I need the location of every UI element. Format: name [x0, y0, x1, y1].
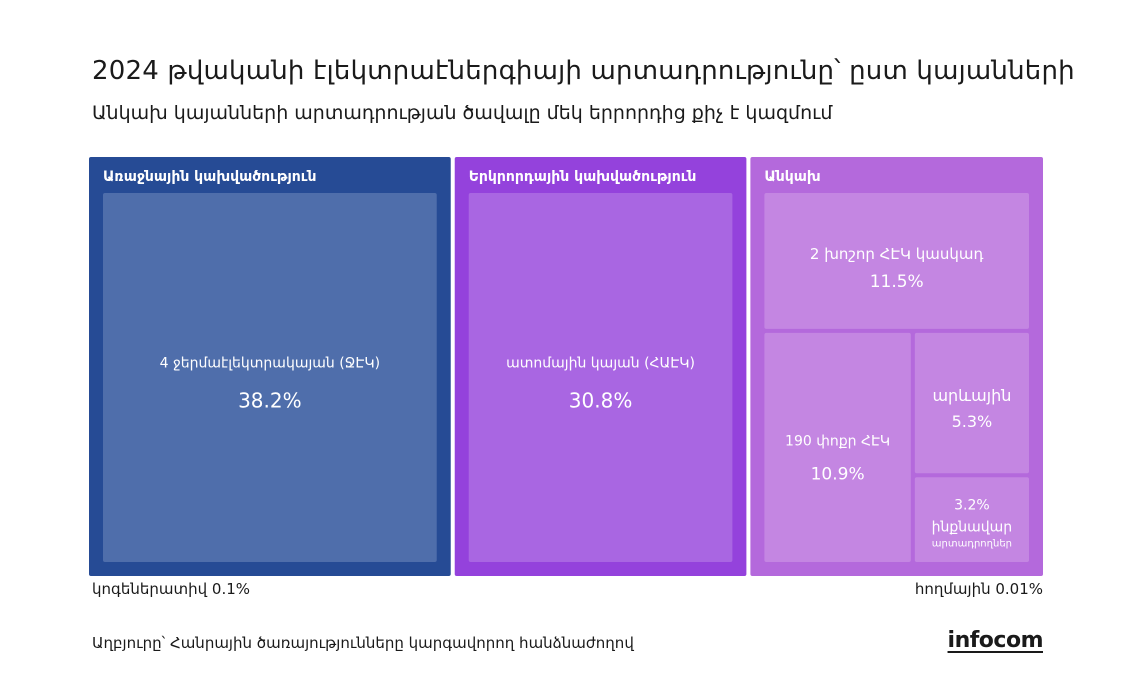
- chart-subtitle: Անկախ կայանների արտադրության ծավալը մեկ …: [92, 102, 833, 124]
- cell-label-3-2: 190 փոքր ՀԷԿ: [785, 433, 890, 449]
- infocom-logo: infocom: [947, 628, 1044, 653]
- cell-value-3-4: 3.2%: [954, 498, 990, 514]
- treemap-cell-1-1: [103, 193, 437, 562]
- treemap-cell-3-2: [764, 332, 911, 562]
- chart-title: 2024 թվականի էլեկտրաէներգիայի արտադրությ…: [92, 56, 1075, 86]
- cell-value-3-3: 5.3%: [952, 412, 993, 431]
- cell-value-3-1: 11.5%: [870, 272, 924, 292]
- treemap-cell-2-1: [468, 193, 733, 562]
- group-header-2: Երկրորդային կախվածություն: [469, 169, 697, 185]
- cell-value-3-2: 10.9%: [811, 464, 865, 484]
- cell-value-1-1: 38.2%: [238, 389, 302, 413]
- cell-label-2-1: ատոմային կայան (ՀԱԷԿ): [506, 356, 695, 372]
- cell-value-2-1: 30.8%: [569, 389, 633, 413]
- cell-label-3-1: 2 խոշոր ՀԷԿ կասկադ: [810, 245, 984, 263]
- cell-label-3-3: արևային: [932, 386, 1011, 405]
- treemap-cell-3-3: [914, 332, 1029, 474]
- note-cogeneration: կոգեներատիվ 0.1%: [92, 580, 251, 598]
- note-wind: հողմային 0.01%: [914, 580, 1043, 598]
- cell-sublabel-3-4: արտադրողներ: [932, 539, 1012, 550]
- group-header-1: Առաջնային կախվածություն: [103, 169, 316, 185]
- treemap-cell-3-1: [764, 193, 1029, 329]
- source-note: Աղբյուրը՝ Հանրային ծառայությունները կարգ…: [92, 634, 634, 652]
- group-header-3: Անկախ: [764, 169, 820, 185]
- treemap-cell-3-4: [914, 477, 1029, 562]
- cell-label-3-4: ինքնավար: [932, 520, 1013, 536]
- cell-label-1-1: 4 ջերմաէլեկտրակայան (ՋԷԿ): [160, 356, 381, 372]
